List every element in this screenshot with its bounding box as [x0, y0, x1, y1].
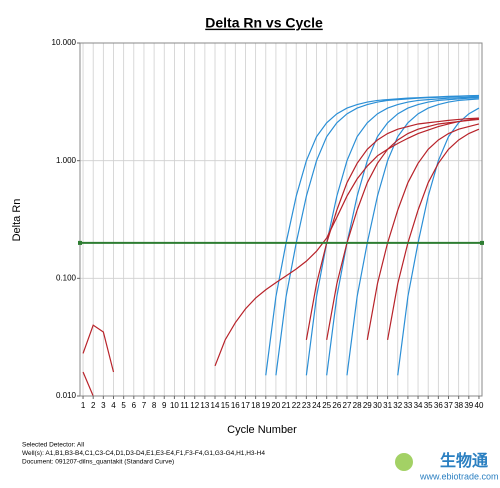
- x-tick-label: 36: [434, 401, 443, 410]
- amplification-curve: [82, 324, 115, 373]
- amplification-curve: [305, 117, 479, 340]
- amplification-curve: [366, 123, 480, 340]
- chart-title: Delta Rn vs Cycle: [205, 15, 323, 31]
- x-tick-label: 22: [292, 401, 301, 410]
- x-tick-label: 31: [383, 401, 392, 410]
- y-tick-label: 1.000: [56, 156, 77, 165]
- plot-frame: [79, 42, 483, 397]
- tick-labels: 1 2 3 4 5 6 7 8 9 10 11 12 13 14 15 16 17 18 19 20 21 22 23 24 2…: [52, 38, 484, 410]
- x-tick-label: 8: [152, 401, 157, 410]
- x-tick-label: 5: [121, 401, 126, 410]
- amplification-curve: [214, 117, 480, 367]
- x-tick-label: 33: [403, 401, 412, 410]
- x-tick-label: 20: [271, 401, 280, 410]
- x-tick-label: 16: [231, 401, 240, 410]
- x-tick-label: 9: [162, 401, 167, 410]
- x-tick-label: 6: [132, 401, 137, 410]
- y-tick-label: 10.000: [52, 38, 77, 47]
- x-tick-label: 11: [180, 401, 189, 410]
- x-tick-label: 40: [475, 401, 484, 410]
- x-tick-label: 37: [444, 401, 453, 410]
- x-tick-label: 35: [424, 401, 433, 410]
- x-tick-label: 27: [343, 401, 352, 410]
- x-tick-label: 24: [312, 401, 321, 410]
- y-tick-label: 0.100: [56, 273, 77, 282]
- footer-detector: Selected Detector: All: [22, 442, 85, 449]
- x-tick-label: 38: [454, 401, 463, 410]
- x-tick-label: 14: [211, 401, 220, 410]
- x-tick-label: 13: [200, 401, 209, 410]
- threshold-handle: [480, 240, 484, 245]
- x-tick-label: 4: [111, 401, 116, 410]
- footer-document: Document: 091207-dilns_quantakit (Standa…: [22, 459, 174, 466]
- watermark-url: www.ebiotrade.com: [419, 471, 499, 481]
- y-axis-label: Delta Rn: [11, 199, 23, 242]
- footer-wells: Well(s): A1,B1,B3-B4,C1,C3-C4,D1,D3-D4,E…: [22, 450, 265, 457]
- x-tick-label: 15: [221, 401, 230, 410]
- y-tick-label: 0.010: [56, 391, 77, 400]
- x-tick-label: 1: [81, 401, 86, 410]
- x-tick-label: 32: [393, 401, 402, 410]
- threshold-handle: [78, 240, 82, 245]
- amplification-curve: [386, 128, 480, 340]
- x-tick-label: 7: [142, 401, 147, 410]
- x-tick-label: 26: [332, 401, 341, 410]
- x-axis-label: Cycle Number: [227, 424, 297, 436]
- amplification-curve: [326, 97, 479, 376]
- x-tick-label: 19: [261, 401, 270, 410]
- x-tick-label: 23: [302, 401, 311, 410]
- x-tick-label: 17: [241, 401, 250, 410]
- watermark-brand: 生物通: [440, 451, 488, 470]
- plot-lines: [80, 94, 482, 396]
- x-tick-label: 29: [363, 401, 372, 410]
- amplification-curve: [82, 371, 94, 396]
- amplification-curve: [305, 96, 479, 376]
- watermark-logo: [395, 453, 413, 471]
- amplification-curve: [275, 95, 479, 376]
- x-tick-label: 39: [464, 401, 473, 410]
- x-tick-label: 3: [101, 401, 106, 410]
- x-tick-label: 34: [414, 401, 423, 410]
- x-tick-label: 12: [190, 401, 199, 410]
- x-tick-label: 30: [373, 401, 382, 410]
- x-tick-label: 2: [91, 401, 96, 410]
- x-tick-label: 18: [251, 401, 260, 410]
- x-tick-label: 10: [170, 401, 179, 410]
- amplification-curve: [346, 98, 479, 376]
- amplification-curve: [397, 107, 480, 376]
- x-tick-label: 28: [353, 401, 362, 410]
- x-tick-label: 25: [322, 401, 331, 410]
- x-tick-label: 21: [282, 401, 291, 410]
